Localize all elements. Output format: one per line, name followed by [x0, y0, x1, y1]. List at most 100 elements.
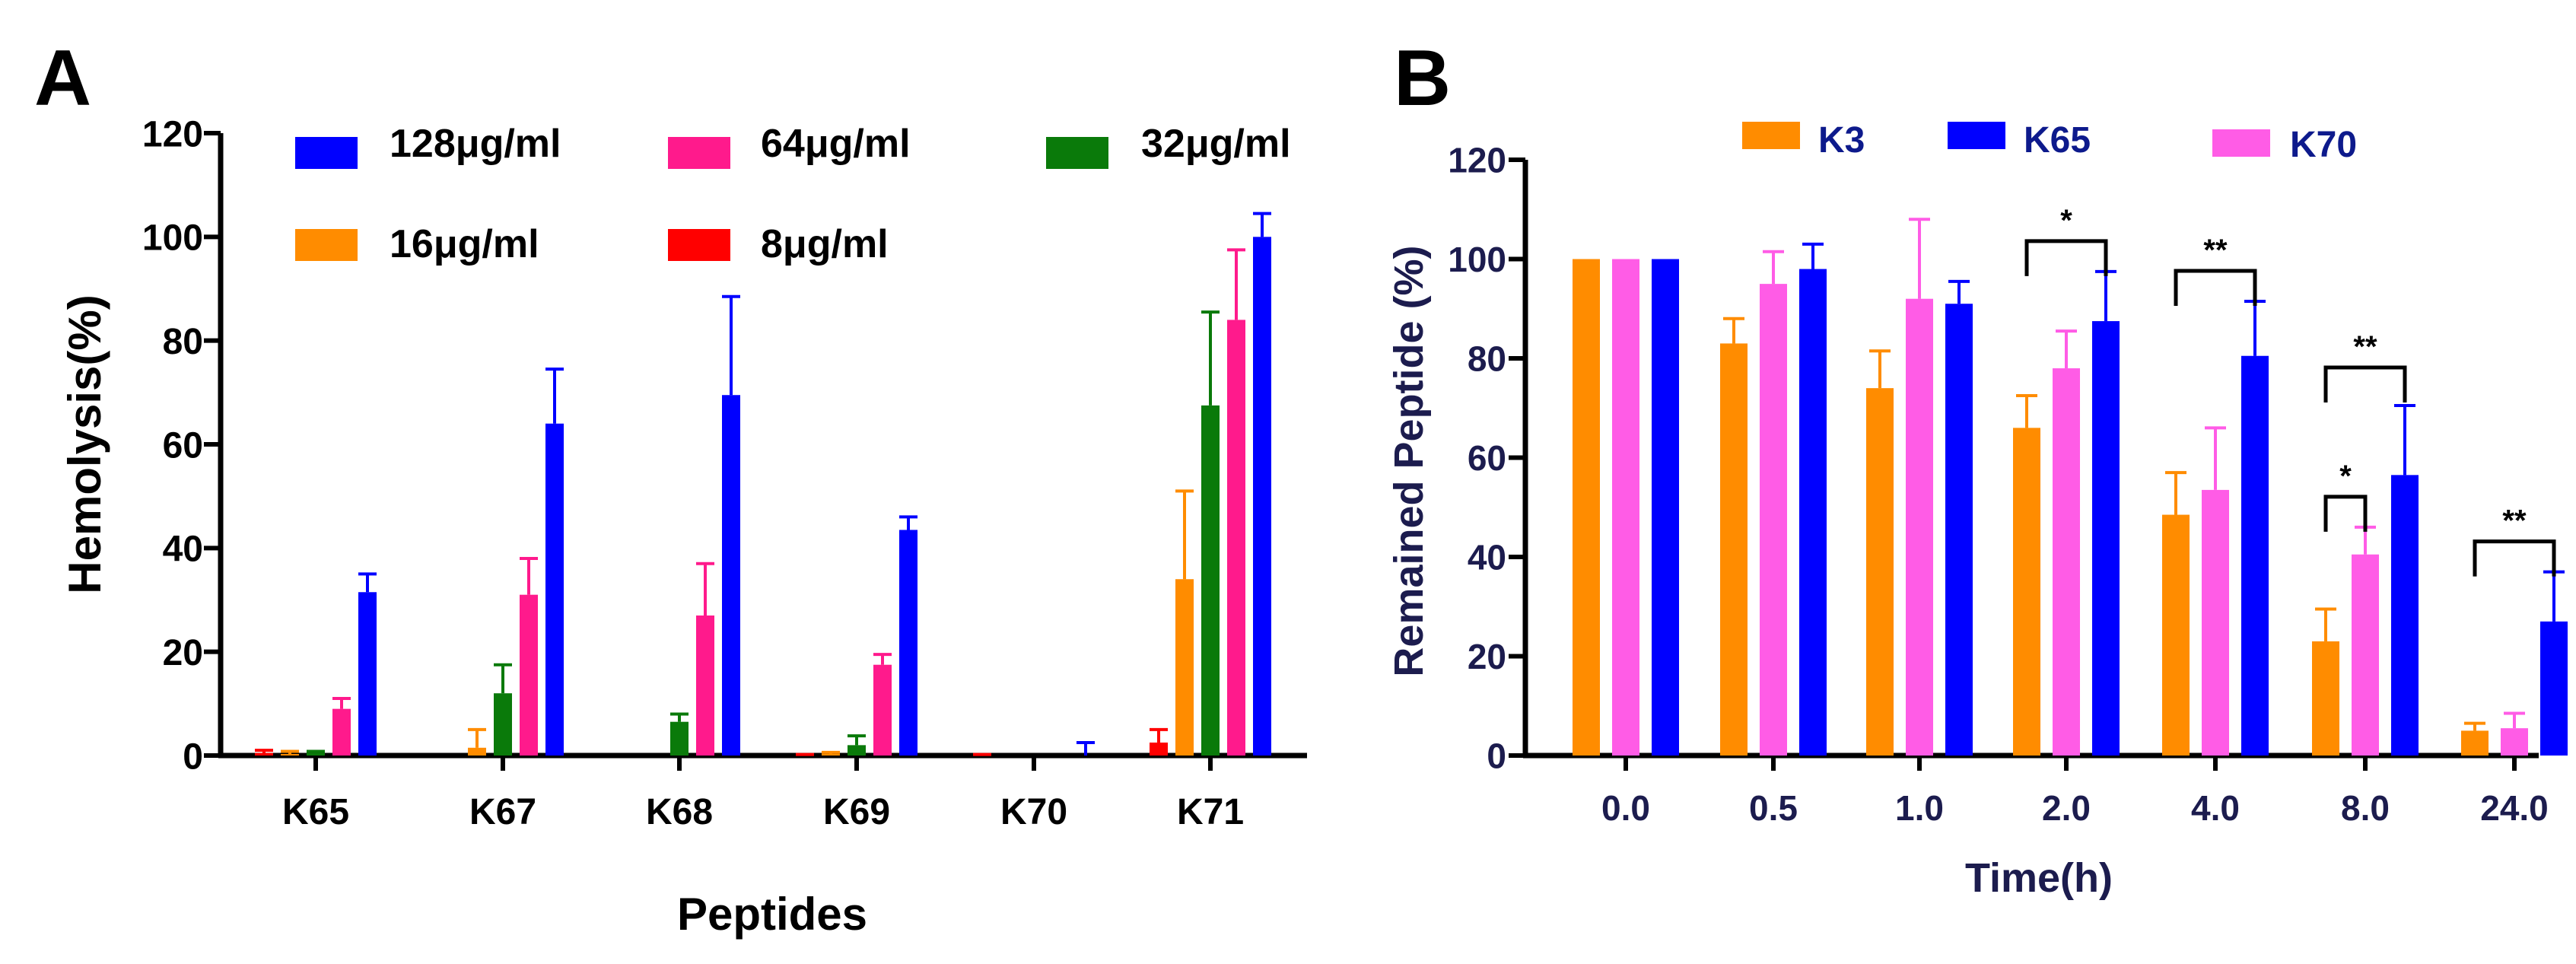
panel-a-label: A: [34, 34, 91, 122]
panel-a-legend-label: 128μg/ml: [390, 122, 561, 166]
panel-b-label: B: [1394, 34, 1451, 122]
panel-b-significance-bracket: [2024, 239, 2108, 276]
panel-b-bar: [1906, 298, 1933, 756]
panel-b-category-label: 0.0: [1601, 788, 1650, 828]
panel-b-legend-label: K3: [1818, 120, 1865, 161]
panel-a-bar: [520, 594, 538, 756]
panel-b-legend-swatch: [1948, 122, 2005, 149]
panel-b-category-label: 0.5: [1749, 788, 1798, 828]
panel-b-bar: [1799, 269, 1827, 756]
panel-a-bar: [494, 693, 512, 756]
panel-a-bar: [468, 747, 486, 756]
panel-b-x-axis-title: Time(h): [1965, 855, 2113, 901]
panel-a-bar: [332, 708, 351, 756]
panel-b-significance-label: *: [2060, 204, 2072, 237]
panel-b-significance-label: **: [2502, 504, 2527, 538]
panel-b-significance-bracket: [2174, 269, 2257, 306]
panel-a-bar: [1253, 237, 1271, 756]
panel-b-category-label: 1.0: [1895, 788, 1944, 828]
panel-b-y-tick-label: 0: [1487, 737, 1506, 776]
panel-a-bar: [696, 615, 714, 756]
panel-a-bar: [822, 753, 840, 756]
panel-a-bar: [307, 752, 325, 756]
panel-b-bar: [2092, 321, 2120, 756]
panel-b-bar: [1573, 259, 1600, 756]
panel-a-category-label: K68: [646, 792, 713, 832]
panel-a-bar: [1227, 320, 1245, 756]
panel-a-bar: [255, 752, 273, 756]
panel-a-y-tick-label: 100: [142, 218, 203, 259]
panel-a-bar: [670, 721, 689, 756]
panel-a-category-label: K71: [1177, 792, 1244, 832]
panel-b-category-label: 8.0: [2341, 788, 2390, 828]
panel-a-bar: [1201, 405, 1220, 756]
panel-a-bar: [358, 592, 377, 756]
panel-b-significance-bracket: [2473, 539, 2556, 577]
panel-b-y-tick-label: 120: [1448, 141, 1506, 180]
panel-b-y-axis-title: Remained Peptide (%): [1386, 245, 1432, 676]
panel-a-category-label: K69: [823, 792, 890, 832]
panel-b-bar: [2013, 428, 2040, 756]
panel-b-significance-bracket: [2323, 365, 2407, 402]
panel-b-legend-swatch: [1742, 122, 1800, 149]
panel-a-legend-label: 16μg/ml: [390, 222, 539, 266]
panel-a-legend-swatch: [668, 137, 730, 169]
panel-b-significance-bracket: [2323, 495, 2368, 532]
panel-b-legend-swatch: [2212, 129, 2270, 157]
panel-b-y-tick-label: 100: [1448, 240, 1506, 279]
panel-a-legend-label: 32μg/ml: [1141, 122, 1291, 166]
panel-b-legend-label: K70: [2290, 125, 2357, 165]
panel-a-legend-swatch: [668, 229, 730, 261]
panel-b-bar: [2241, 355, 2269, 756]
panel-a-legend-swatch: [295, 137, 358, 169]
panel-a-bar: [1175, 579, 1194, 756]
panel-a-bar: [1150, 742, 1168, 756]
panel-a-category-label: K65: [282, 792, 349, 832]
panel-a-y-tick-label: 80: [163, 322, 203, 362]
panel-b-bar: [1760, 284, 1787, 756]
panel-a-y-tick-label: 120: [142, 114, 203, 154]
panel-b-bar: [1652, 259, 1679, 756]
panel-a-legend-swatch: [295, 229, 358, 261]
panel-b-y-tick-label: 60: [1468, 438, 1506, 478]
panel-b-bar: [2540, 621, 2568, 756]
panel-a-legend-label: 8μg/ml: [761, 222, 889, 266]
panel-b-significance-label: *: [2339, 460, 2352, 493]
panel-b-bar: [2461, 730, 2489, 756]
panel-b-bar: [2352, 554, 2379, 756]
panel-a-y-tick-label: 20: [163, 633, 203, 673]
panel-b-bar: [1866, 388, 1894, 756]
panel-a-bar: [848, 745, 866, 756]
panel-a-y-tick-label: 0: [183, 737, 203, 777]
panel-b-significance-label: **: [2203, 234, 2228, 267]
panel-b-bar: [2391, 475, 2419, 756]
panel-a-legend-label: 64μg/ml: [761, 122, 911, 166]
panel-b-bar: [2501, 728, 2528, 756]
panel-b-bar: [1612, 259, 1639, 756]
panel-a-y-tick-label: 40: [163, 530, 203, 570]
panel-a-category-label: K70: [1000, 792, 1067, 832]
panel-a-legend-swatch: [1046, 137, 1108, 169]
panel-b-category-label: 24.0: [2480, 788, 2549, 828]
panel-b-bar: [2053, 368, 2080, 756]
panel-b-bar: [2202, 489, 2229, 756]
panel-b-category-label: 4.0: [2191, 788, 2240, 828]
panel-a-bar: [281, 753, 299, 756]
panel-a-y-axis-title: Hemolysis(%): [59, 294, 110, 593]
panel-a-bar: [899, 530, 918, 756]
panel-b-category-label: 2.0: [2042, 788, 2091, 828]
panel-a-y-tick-label: 60: [163, 425, 203, 466]
panel-b-y-tick-label: 80: [1468, 339, 1506, 379]
panel-a-bar: [873, 664, 892, 756]
panel-a-bar: [722, 395, 740, 756]
panel-b-bar: [2312, 641, 2339, 756]
panel-b-y-tick-label: 40: [1468, 538, 1506, 577]
panel-b-legend-label: K65: [2024, 120, 2091, 161]
panel-a-x-axis-title: Peptides: [677, 889, 867, 940]
panel-b-significance-label: **: [2353, 330, 2377, 364]
panel-b-bar: [1720, 343, 1748, 756]
panel-b-bar: [2162, 514, 2190, 756]
panel-a-bar: [545, 423, 564, 756]
